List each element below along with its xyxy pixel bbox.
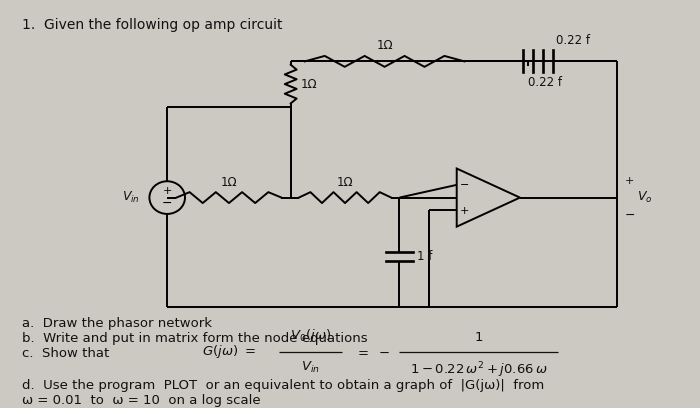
Text: b.  Write and put in matrix form the node equations: b. Write and put in matrix form the node… — [22, 332, 368, 345]
Text: $V_0(j\omega)$: $V_0(j\omega)$ — [290, 327, 331, 344]
Text: −: − — [162, 197, 172, 210]
Text: −: − — [624, 209, 635, 222]
Text: +: + — [624, 176, 634, 186]
Text: $V_{in}$: $V_{in}$ — [301, 360, 320, 375]
Text: $1$: $1$ — [474, 331, 483, 344]
Text: $=\ -$: $=\ -$ — [355, 346, 390, 359]
Text: 1 f: 1 f — [417, 250, 433, 263]
Text: 0.22 f: 0.22 f — [528, 76, 562, 89]
Text: 1Ω: 1Ω — [377, 39, 393, 52]
Text: 1Ω: 1Ω — [337, 175, 354, 188]
Text: $G(j\omega)\ =\ $: $G(j\omega)\ =\ $ — [202, 344, 256, 360]
Text: 1.  Given the following op amp circuit: 1. Given the following op amp circuit — [22, 18, 283, 32]
Text: $1-0.22\,\omega^2+j0.66\,\omega$: $1-0.22\,\omega^2+j0.66\,\omega$ — [410, 360, 547, 380]
Text: ω = 0.01  to  ω = 10  on a log scale: ω = 0.01 to ω = 10 on a log scale — [22, 394, 260, 407]
Text: c.  Show that: c. Show that — [22, 346, 109, 359]
Text: 1Ω: 1Ω — [220, 175, 237, 188]
Text: $V_o$: $V_o$ — [636, 190, 652, 205]
Text: d.  Use the program  PLOT  or an equivalent to obtain a graph of  |G(jω)|  from: d. Use the program PLOT or an equivalent… — [22, 379, 544, 392]
Text: +: + — [162, 186, 172, 196]
Text: $V_{in}$: $V_{in}$ — [122, 190, 139, 205]
Text: a.  Draw the phasor network: a. Draw the phasor network — [22, 317, 212, 330]
Text: 1Ω: 1Ω — [300, 78, 317, 91]
Text: −: − — [460, 180, 469, 189]
Text: 0.22 f: 0.22 f — [556, 34, 589, 47]
Text: +: + — [460, 206, 469, 216]
